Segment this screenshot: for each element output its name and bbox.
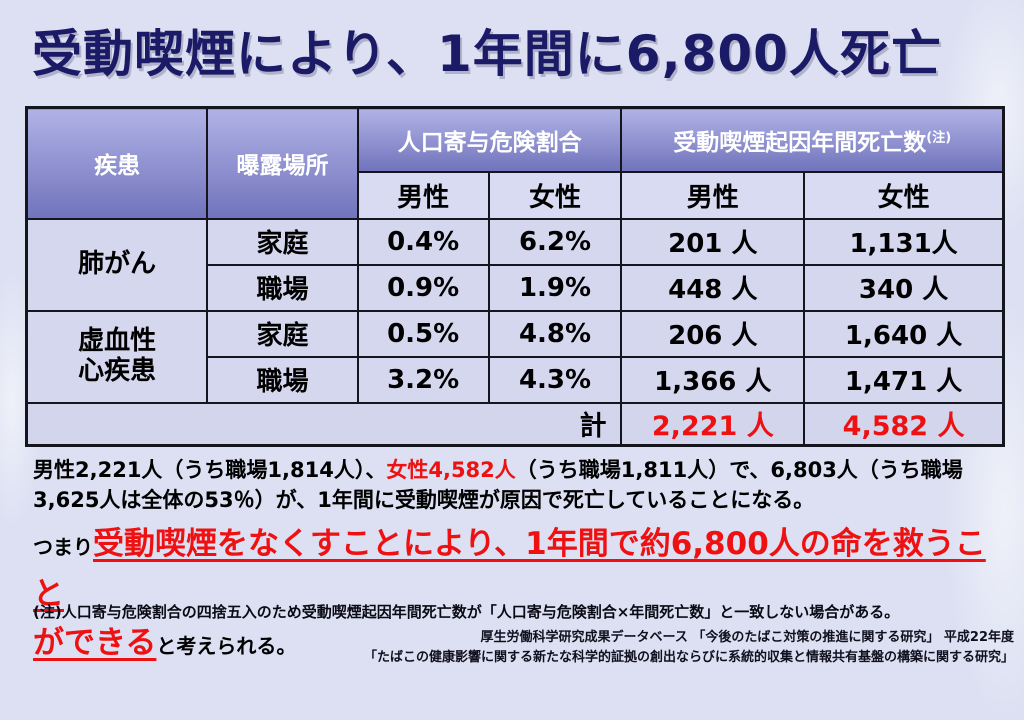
- subheader-deaths-female: 女性: [803, 170, 1005, 220]
- col-header-disease: 疾患: [25, 106, 209, 220]
- disease-cell-ischemic-heart-disease: 虚血性 心疾患: [25, 309, 209, 404]
- par-female-cell: 4.3%: [487, 355, 623, 404]
- total-deaths-female-cell: 4,582 人: [803, 401, 1005, 447]
- conclusion-highlight-line1: 受動喫煙をなくすことにより、1年間で約6,800人の命を救うこと: [33, 526, 986, 612]
- summary-paragraph: 男性2,221人（うち職場1,814人）、女性4,582人（うち職場1,811人…: [33, 456, 998, 516]
- table-row-lung-cancer-home: 肺がん 家庭 0.4% 6.2% 201 人 1,131人: [25, 217, 1005, 312]
- summary-text-pre: 男性2,221人（うち職場1,814人）、: [33, 458, 387, 482]
- deaths-female-cell: 1,640 人: [803, 309, 1005, 358]
- conclusion-suffix: と考えられる。: [156, 634, 297, 659]
- footnote-text: (注)人口寄与危険割合の四捨五入のため受動喫煙起因年間死亡数が「人口寄与危険割合…: [33, 603, 900, 621]
- par-female-cell: 1.9%: [487, 263, 623, 312]
- conclusion-highlight-line2: ができる: [33, 625, 157, 662]
- deaths-female-cell: 1,131人: [803, 217, 1005, 266]
- table-header-row-sex: 男性 女性 男性 女性: [27, 170, 1005, 220]
- passive-smoking-deaths-table: 疾患 曝露場所 人口寄与危険割合 受動喫煙起因年間死亡数(注) 男性 女性 男性…: [25, 106, 1005, 447]
- col-header-annual-deaths: 受動喫煙起因年間死亡数(注): [620, 106, 1005, 173]
- table-row-total: 計 2,221 人 4,582 人: [25, 401, 1005, 447]
- table-row-ischemic-home: 虚血性 心疾患 家庭 0.5% 4.8% 206 人 1,640 人: [25, 309, 1005, 404]
- col-header-attributable-risk: 人口寄与危険割合: [356, 106, 623, 173]
- col-header-exposure: 曝露場所: [206, 106, 359, 220]
- deaths-female-cell: 340 人: [803, 263, 1005, 312]
- par-male-cell: 0.4%: [356, 217, 490, 266]
- summary-female-total-highlight: 女性4,582人: [386, 458, 516, 482]
- par-male-cell: 3.2%: [356, 355, 490, 404]
- table-row-lung-cancer-work: 職場 0.9% 1.9% 448 人 340 人: [27, 263, 1005, 312]
- deaths-table-container: 疾患 曝露場所 人口寄与危険割合 受動喫煙起因年間死亡数(注) 男性 女性 男性…: [25, 106, 1005, 447]
- par-male-cell: 0.9%: [356, 263, 490, 312]
- total-deaths-male-cell: 2,221 人: [620, 401, 806, 447]
- par-female-cell: 6.2%: [487, 217, 623, 266]
- total-label-cell: 計: [25, 401, 623, 447]
- par-female-cell: 4.8%: [487, 309, 623, 358]
- source-line-1: 厚生労働科学研究成果データベース 「今後のたばこ対策の推進に関する研究」 平成2…: [480, 630, 1015, 645]
- source-attribution: 厚生労働科学研究成果データベース 「今後のたばこ対策の推進に関する研究」 平成2…: [114, 628, 1014, 668]
- page-title: 受動喫煙により、1年間に6,800人死亡: [32, 25, 942, 83]
- disease-cell-lung-cancer: 肺がん: [25, 217, 209, 312]
- table-row-ischemic-work: 職場 3.2% 4.3% 1,366 人 1,471 人: [27, 355, 1005, 404]
- deaths-male-cell: 206 人: [620, 309, 806, 358]
- exposure-cell: 家庭: [206, 309, 359, 358]
- exposure-cell: 職場: [206, 355, 359, 404]
- summary-text-post: （うち職場1,811人）で、6,803人（うち職場: [515, 458, 963, 482]
- source-line-2: 「たばこの健康影響に関する新たな科学的証拠の創出ならびに系統的収集と情報共有基盤…: [363, 650, 1014, 666]
- col-header-annual-deaths-label: 受動喫煙起因年間死亡数: [673, 129, 927, 156]
- deaths-female-cell: 1,471 人: [803, 355, 1005, 404]
- note-superscript: (注): [926, 130, 952, 146]
- deaths-male-cell: 448 人: [620, 263, 806, 312]
- subheader-deaths-male: 男性: [620, 170, 806, 220]
- exposure-cell: 家庭: [206, 217, 359, 266]
- deaths-male-cell: 201 人: [620, 217, 806, 266]
- conclusion-prefix: つまり: [33, 535, 93, 559]
- par-male-cell: 0.5%: [356, 309, 490, 358]
- conclusion-paragraph: つまり受動喫煙をなくすことにより、1年間で約6,800人の命を救うことができると…: [33, 520, 1008, 669]
- summary-text-line2: 3,625人は全体の53％）が、1年間に受動喫煙が原因で死亡していることになる。: [33, 487, 815, 512]
- subheader-par-male: 男性: [356, 170, 490, 220]
- subheader-par-female: 女性: [487, 170, 623, 220]
- exposure-cell: 職場: [206, 263, 359, 312]
- table-header-row-groups: 疾患 曝露場所 人口寄与危険割合 受動喫煙起因年間死亡数(注): [25, 106, 1005, 220]
- deaths-male-cell: 1,366 人: [620, 355, 806, 404]
